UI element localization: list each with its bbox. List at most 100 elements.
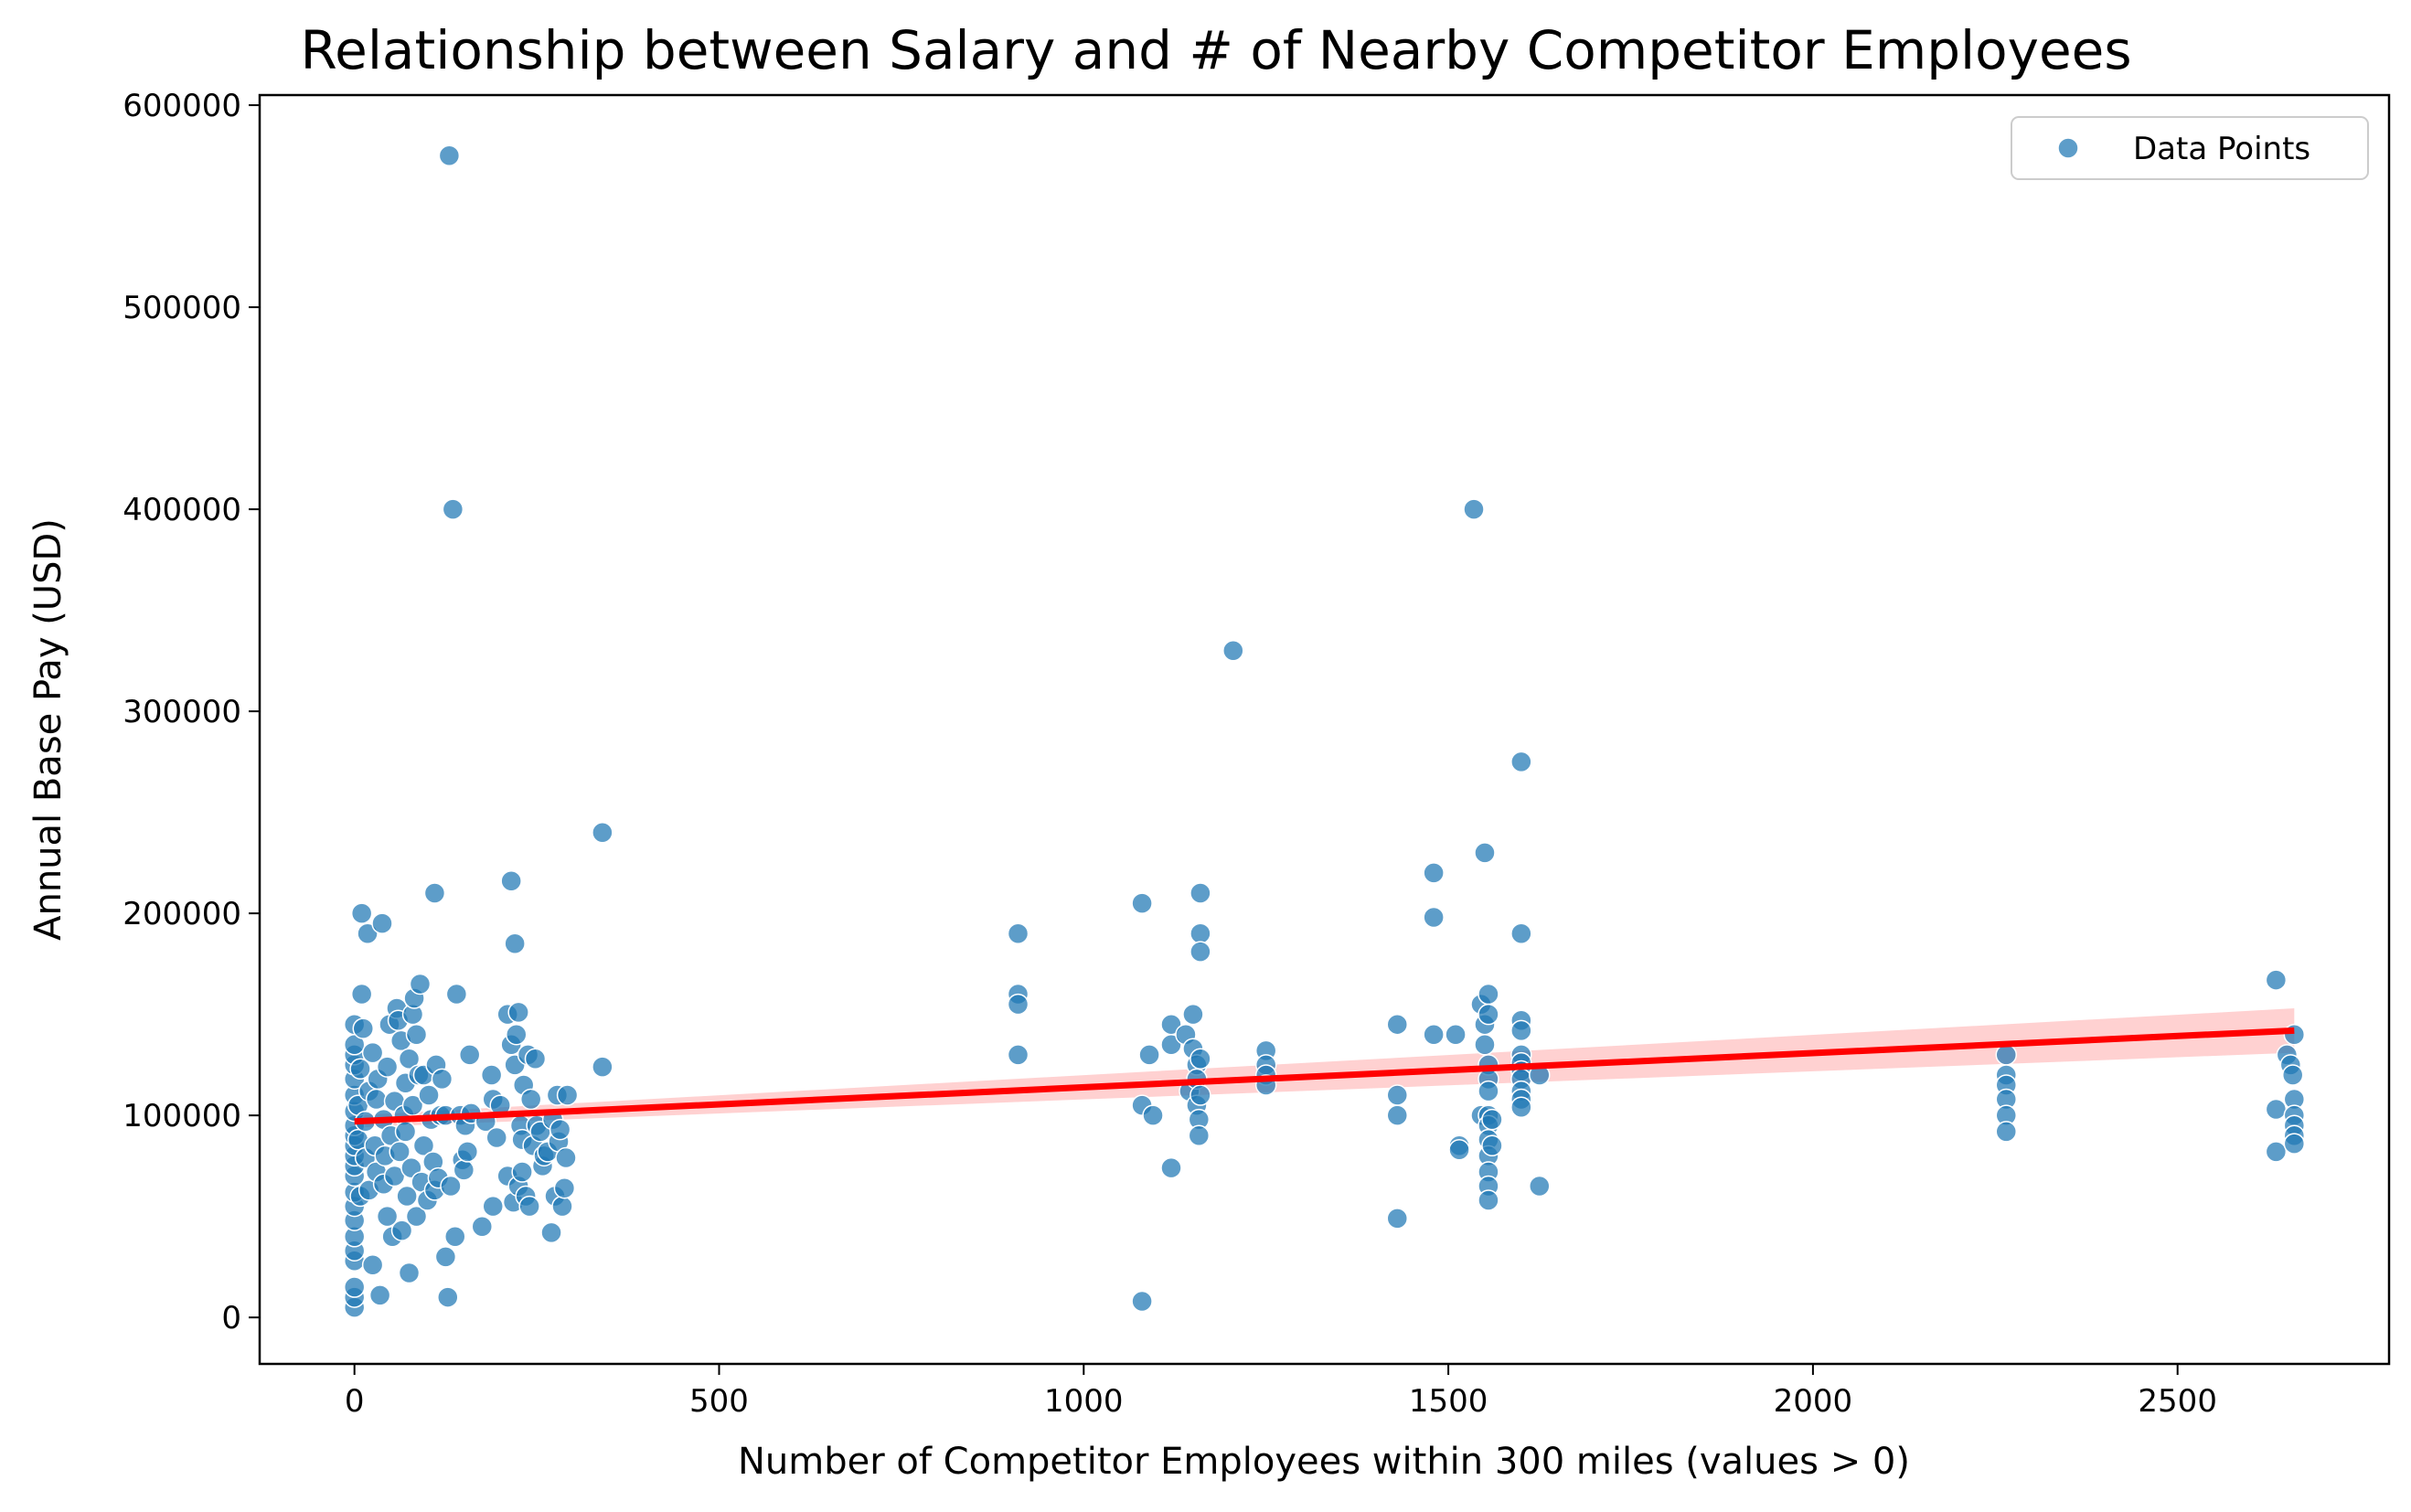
data-point [1386, 1013, 1409, 1036]
data-point [507, 1001, 529, 1024]
data-point [2283, 1023, 2306, 1046]
data-point [1131, 1290, 1153, 1313]
x-tick-label: 2500 [2138, 1383, 2217, 1420]
y-tick-label: 400000 [123, 492, 241, 528]
data-point [350, 983, 373, 1006]
data-point [361, 1041, 384, 1064]
data-point [482, 1195, 504, 1218]
data-point [371, 912, 393, 934]
data-point [458, 1044, 481, 1066]
y-tick-label: 300000 [123, 694, 241, 730]
plot-area-frame [258, 93, 2391, 1366]
data-point [389, 1141, 411, 1163]
data-point [349, 1058, 371, 1081]
y-tick-label: 600000 [123, 88, 241, 124]
x-tick-label: 0 [345, 1383, 365, 1420]
data-point [1423, 1023, 1445, 1046]
data-point [1995, 1044, 2018, 1066]
data-point [1142, 1104, 1164, 1126]
data-point [1529, 1175, 1551, 1198]
data-point [592, 1056, 613, 1078]
data-point [1478, 1080, 1499, 1102]
data-point [592, 821, 613, 844]
data-point [1478, 983, 1499, 1006]
data-point [2281, 1064, 2304, 1086]
data-point [1474, 842, 1496, 864]
data-point [405, 1205, 428, 1228]
data-point [412, 1134, 435, 1157]
data-point [2265, 1098, 2288, 1121]
data-point [1007, 922, 1029, 944]
data-point [1182, 1003, 1204, 1026]
data-point [401, 1094, 424, 1116]
data-point [343, 1276, 366, 1298]
data-point [519, 1088, 542, 1111]
data-point [1423, 862, 1445, 884]
chart-title: Relationship between Salary and # of Nea… [300, 19, 2131, 81]
data-point [1160, 1156, 1182, 1179]
data-point [376, 1205, 399, 1228]
data-point [352, 1017, 375, 1039]
x-tick-label: 500 [689, 1383, 749, 1420]
data-point [1995, 1121, 2018, 1143]
data-point [1478, 1189, 1499, 1211]
data-point [445, 983, 468, 1006]
data-point [1445, 1023, 1467, 1046]
legend: Data Points [2011, 116, 2369, 180]
data-point [431, 1068, 453, 1091]
data-point [1474, 1034, 1496, 1056]
data-point [1510, 751, 1532, 773]
data-point [456, 1141, 479, 1163]
data-points-layer [343, 144, 2306, 1318]
data-point [361, 1253, 384, 1276]
data-point [398, 1048, 421, 1070]
data-point [423, 882, 446, 904]
data-point [1510, 1096, 1532, 1119]
x-tick-label: 1500 [1409, 1383, 1488, 1420]
x-tick-label: 1000 [1044, 1383, 1124, 1420]
y-tick-label: 200000 [123, 896, 241, 932]
y-axis-label: Annual Base Pay (USD) [27, 518, 69, 941]
data-point [438, 144, 461, 167]
data-point [444, 1226, 466, 1248]
data-point [437, 1286, 459, 1308]
data-point [551, 1195, 573, 1218]
data-point [434, 1246, 457, 1268]
data-point [390, 1219, 413, 1241]
legend-marker-icon [2057, 137, 2079, 159]
data-point [1386, 1208, 1409, 1230]
data-point [555, 1146, 577, 1169]
data-point [1463, 498, 1485, 520]
data-point [2265, 1141, 2288, 1163]
data-point [2283, 1133, 2306, 1155]
data-point [1160, 1034, 1182, 1056]
y-tick-label: 100000 [123, 1098, 241, 1134]
data-point [504, 932, 526, 955]
data-point [2265, 969, 2288, 991]
data-point [1189, 1084, 1211, 1106]
data-point [1386, 1084, 1409, 1106]
y-tick-label: 500000 [123, 290, 241, 326]
data-point [1423, 906, 1445, 929]
data-point [540, 1221, 562, 1244]
y-axis-ticks: 0 100000 200000 300000 400000 500000 600000 [123, 88, 260, 1336]
data-point [368, 1284, 391, 1306]
data-point [1481, 1134, 1503, 1157]
data-point [453, 1159, 475, 1181]
data-point [1448, 1138, 1470, 1161]
data-point [1386, 1104, 1409, 1126]
x-axis-ticks: 0 500 1000 1500 2000 2500 [345, 1364, 2217, 1420]
data-point [480, 1064, 503, 1086]
data-point [405, 1023, 428, 1046]
data-point [357, 922, 379, 944]
x-tick-label: 2000 [1774, 1383, 1853, 1420]
data-point [1189, 1048, 1211, 1070]
data-point [394, 1121, 417, 1143]
data-point [440, 1175, 462, 1198]
data-point [549, 1118, 571, 1141]
data-point [500, 870, 522, 892]
regression-line [354, 1027, 2295, 1125]
data-point [1007, 1044, 1029, 1066]
data-point [1478, 1003, 1499, 1026]
